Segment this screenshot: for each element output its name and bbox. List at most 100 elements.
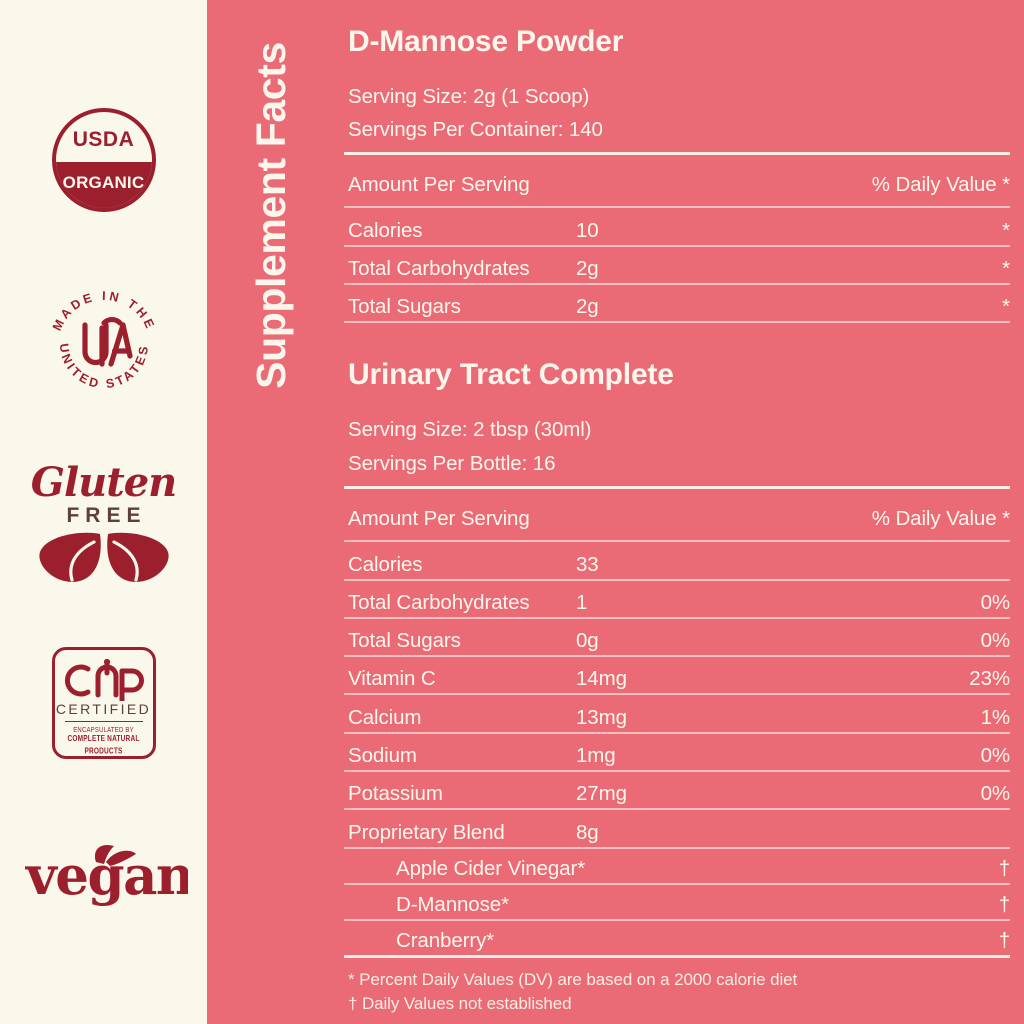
nutrient-daily-value: * <box>1002 219 1010 242</box>
usda-organic-top-text: USDA <box>72 128 135 152</box>
ingredient-name: Apple Cider Vinegar* <box>396 857 586 880</box>
row-divider <box>344 919 1010 921</box>
row-divider <box>344 283 1010 285</box>
table-row: Potassium 27mg 0% <box>348 782 1011 805</box>
row-divider <box>344 732 1010 734</box>
table-row: Proprietary Blend 8g <box>348 821 1010 844</box>
row-divider <box>344 617 1010 619</box>
section-end-divider <box>344 955 1010 958</box>
gluten-free-script-text: Gluten <box>30 459 177 506</box>
nutrient-amount: 10 <box>576 219 599 242</box>
nutrient-amount: 0g <box>576 629 599 652</box>
cnp-certified-seal-icon: CERTIFIED ENCAPSULATED BY COMPLETE NATUR… <box>51 647 156 759</box>
table-row: Calories 33 <box>348 553 1010 576</box>
nutrient-name: Calories <box>348 553 423 576</box>
row-divider <box>344 693 1010 695</box>
section-title: Urinary Tract Complete <box>348 358 674 391</box>
section-end-divider <box>344 321 1010 323</box>
serving-size: Serving Size: 2g (1 Scoop) <box>348 85 590 108</box>
footnote-asterisk: * Percent Daily Values (DV) are based on… <box>348 970 798 989</box>
row-divider <box>344 540 1010 542</box>
amount-per-serving-label: Amount Per Serving <box>348 173 530 196</box>
table-row: Calcium 13mg 1% <box>348 706 1011 729</box>
footnotes: * Percent Daily Values (DV) are based on… <box>348 968 1010 1016</box>
nutrient-name: Total Sugars <box>348 295 461 318</box>
vegan-logo-icon: vegan <box>20 840 188 912</box>
table-row: Total Sugars 0g 0% <box>348 629 1011 652</box>
servings-per-bottle: Servings Per Bottle: 16 <box>348 452 556 475</box>
footnote-dagger: † Daily Values not established <box>348 994 572 1014</box>
supplement-facts-vertical-heading: Supplement Facts <box>207 0 335 430</box>
nutrient-amount: 8g <box>576 821 599 844</box>
cnp-certified-text: CERTIFIED <box>55 701 152 717</box>
table-row: Total Carbohydrates 2g * <box>348 257 1010 280</box>
nutrient-amount: 27mg <box>576 782 627 805</box>
nutrient-name: Calcium <box>348 706 422 729</box>
nutrient-daily-value: 0% <box>980 629 1011 652</box>
serving-size: Serving Size: 2 tbsp (30ml) <box>348 418 592 441</box>
table-header-row: Amount Per Serving % Daily Value * <box>348 507 1010 530</box>
ingredient-name: Cranberry* <box>396 929 495 952</box>
section-divider <box>344 152 1010 155</box>
nutrient-name: Sodium <box>348 744 417 767</box>
nutrient-daily-value: 1% <box>980 706 1011 729</box>
table-header-row: Amount Per Serving % Daily Value * <box>348 173 1010 196</box>
table-row: D-Mannose* † <box>348 893 1010 916</box>
table-row: Total Sugars 2g * <box>348 295 1010 318</box>
cnp-subtext-line2: COMPLETE NATURAL PRODUCTS <box>67 734 140 756</box>
nutrient-name: Total Carbohydrates <box>348 591 530 614</box>
gluten-free-leaves-icon <box>38 530 170 586</box>
nutrient-amount: 1mg <box>576 744 616 767</box>
table-row: Sodium 1mg 0% <box>348 744 1011 767</box>
nutrient-daily-value: 0% <box>980 744 1011 767</box>
servings-per-container: Servings Per Container: 140 <box>348 118 603 141</box>
row-divider <box>344 808 1010 810</box>
cnp-monogram-icon <box>62 659 146 701</box>
nutrient-amount: 13mg <box>576 706 627 729</box>
row-divider <box>344 206 1010 208</box>
table-row: Total Carbohydrates 1 0% <box>348 591 1011 614</box>
usda-organic-badge: USDA ORGANIC <box>0 95 207 225</box>
cnp-certified-badge: CERTIFIED ENCAPSULATED BY COMPLETE NATUR… <box>0 640 207 766</box>
nutrient-amount: 14mg <box>576 667 627 690</box>
nutrient-daily-value: 0% <box>980 591 1011 614</box>
nutrient-daily-value: * <box>1002 295 1010 318</box>
certification-badge-column: USDA ORGANIC MADE IN THE UNITED STATES <box>0 0 207 1024</box>
made-in-usa-seal-icon: MADE IN THE UNITED STATES <box>44 284 164 404</box>
nutrient-name: Potassium <box>348 782 443 805</box>
nutrient-name: Vitamin C <box>348 667 436 690</box>
nutrient-amount: 1 <box>576 591 588 614</box>
nutrient-amount: 2g <box>576 295 599 318</box>
nutrient-name: Proprietary Blend <box>348 821 505 844</box>
table-row: Calories 10 * <box>348 219 1010 242</box>
row-divider <box>344 245 1010 247</box>
supplement-facts-panel: Supplement Facts D-Mannose Powder Servin… <box>207 0 1024 1024</box>
nutrient-amount: 33 <box>576 553 599 576</box>
table-row: Vitamin C 14mg 23% <box>348 667 1010 690</box>
nutrient-amount: 2g <box>576 257 599 280</box>
gluten-free-badge: Gluten FREE <box>0 458 207 592</box>
cnp-subtext-line1: ENCAPSULATED BY <box>73 727 134 735</box>
row-divider <box>344 579 1010 581</box>
section-divider <box>344 486 1010 489</box>
facts-body: D-Mannose Powder Serving Size: 2g (1 Sco… <box>344 0 1010 1024</box>
nutrient-name: Calories <box>348 219 423 242</box>
daily-value-label: % Daily Value * <box>871 507 1010 530</box>
nutrient-daily-value: * <box>1002 257 1010 280</box>
vegan-badge: vegan <box>0 830 207 922</box>
usda-organic-bottom-text: ORGANIC <box>55 161 152 208</box>
daily-value-label: % Daily Value * <box>871 173 1010 196</box>
nutrient-name: Total Sugars <box>348 629 461 652</box>
ingredient-name: D-Mannose* <box>396 893 509 916</box>
made-in-usa-badge: MADE IN THE UNITED STATES <box>0 278 207 410</box>
cnp-divider <box>64 721 143 722</box>
row-divider <box>344 655 1010 657</box>
gluten-free-block-text: FREE <box>66 504 147 527</box>
ingredient-daily-value: † <box>998 893 1010 916</box>
section-title: D-Mannose Powder <box>348 25 624 58</box>
nutrient-daily-value: 0% <box>980 782 1011 805</box>
row-divider <box>344 847 1010 849</box>
ingredient-daily-value: † <box>998 857 1010 880</box>
ingredient-daily-value: † <box>998 929 1010 952</box>
